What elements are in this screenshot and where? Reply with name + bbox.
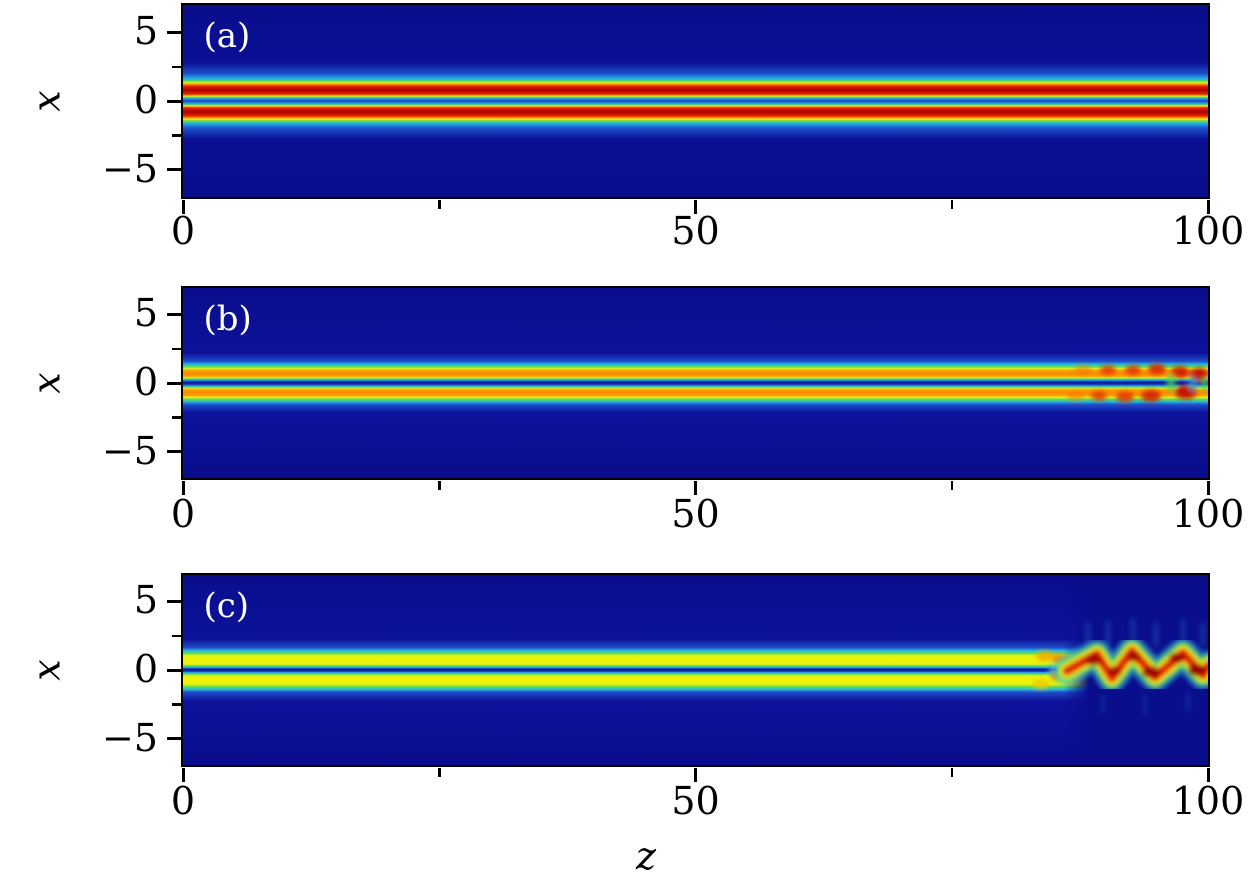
y-major-tick bbox=[166, 312, 181, 316]
x-major-tick bbox=[1206, 199, 1210, 214]
x-major-tick bbox=[181, 767, 185, 782]
panel-a-y-axis-label: x bbox=[24, 90, 69, 112]
y-tick-label: 0 bbox=[133, 360, 158, 404]
y-tick-label: 5 bbox=[133, 9, 158, 54]
y-minor-tick bbox=[171, 634, 181, 637]
y-tick-label: 0 bbox=[133, 647, 158, 691]
x-minor-tick bbox=[950, 767, 953, 777]
x-major-tick bbox=[1206, 480, 1210, 495]
x-major-tick bbox=[694, 767, 697, 782]
x-tick-label: 50 bbox=[671, 209, 720, 253]
x-major-tick bbox=[181, 199, 185, 214]
x-tick-label: 100 bbox=[1171, 209, 1245, 253]
panel-a-heatmap bbox=[182, 4, 1208, 197]
x-minor-tick bbox=[438, 767, 441, 777]
y-tick-label: −5 bbox=[101, 715, 158, 760]
y-tick-label: −5 bbox=[101, 146, 158, 191]
y-minor-tick bbox=[171, 65, 181, 68]
y-major-tick bbox=[166, 737, 181, 741]
y-major-tick bbox=[166, 450, 181, 454]
y-major-tick bbox=[166, 168, 181, 172]
y-major-tick bbox=[166, 599, 181, 603]
x-major-tick bbox=[694, 199, 697, 214]
panel-a-label: (a) bbox=[203, 15, 251, 56]
panel-b-y-axis-label: x bbox=[24, 372, 69, 394]
y-minor-tick bbox=[171, 416, 181, 419]
y-tick-label: 0 bbox=[133, 78, 158, 122]
x-tick-label: 50 bbox=[671, 779, 720, 823]
panel-c-plot: (c) bbox=[180, 572, 1210, 767]
x-tick-label: 0 bbox=[170, 779, 196, 823]
x-tick-label: 50 bbox=[671, 492, 720, 536]
panel-c-y-axis-label: x bbox=[24, 659, 69, 681]
panel-b-plot: (b) bbox=[180, 285, 1210, 480]
x-tick-label: 100 bbox=[1171, 779, 1245, 823]
panel-a-plot: (a) bbox=[180, 2, 1210, 199]
y-major-tick bbox=[166, 381, 181, 385]
panel-c-label: (c) bbox=[203, 585, 250, 626]
x-tick-label: 100 bbox=[1171, 492, 1245, 536]
panel-c-merged-filament bbox=[1051, 635, 1208, 693]
y-minor-tick bbox=[171, 347, 181, 350]
x-minor-tick bbox=[950, 480, 953, 490]
x-minor-tick bbox=[438, 480, 441, 490]
x-minor-tick bbox=[438, 199, 441, 209]
panel-b-instability-beads bbox=[1066, 363, 1208, 402]
x-major-tick bbox=[1206, 767, 1210, 782]
panel-b-heatmap bbox=[182, 287, 1208, 478]
x-major-tick bbox=[181, 480, 185, 495]
panel-c-radiated-wisps bbox=[1086, 618, 1204, 715]
panel-b-label: (b) bbox=[203, 298, 252, 339]
x-major-tick bbox=[694, 480, 697, 495]
y-minor-tick bbox=[171, 703, 181, 706]
y-major-tick bbox=[166, 30, 181, 34]
y-major-tick bbox=[166, 99, 181, 103]
y-major-tick bbox=[166, 668, 181, 672]
x-minor-tick bbox=[950, 199, 953, 209]
y-tick-label: 5 bbox=[133, 578, 158, 623]
y-minor-tick bbox=[171, 134, 181, 137]
y-tick-label: −5 bbox=[101, 428, 158, 473]
x-tick-label: 0 bbox=[170, 209, 196, 253]
y-tick-label: 5 bbox=[133, 291, 158, 336]
x-tick-label: 0 bbox=[170, 492, 196, 536]
x-axis-label: z bbox=[635, 834, 657, 878]
panel-c-heatmap bbox=[182, 574, 1208, 765]
